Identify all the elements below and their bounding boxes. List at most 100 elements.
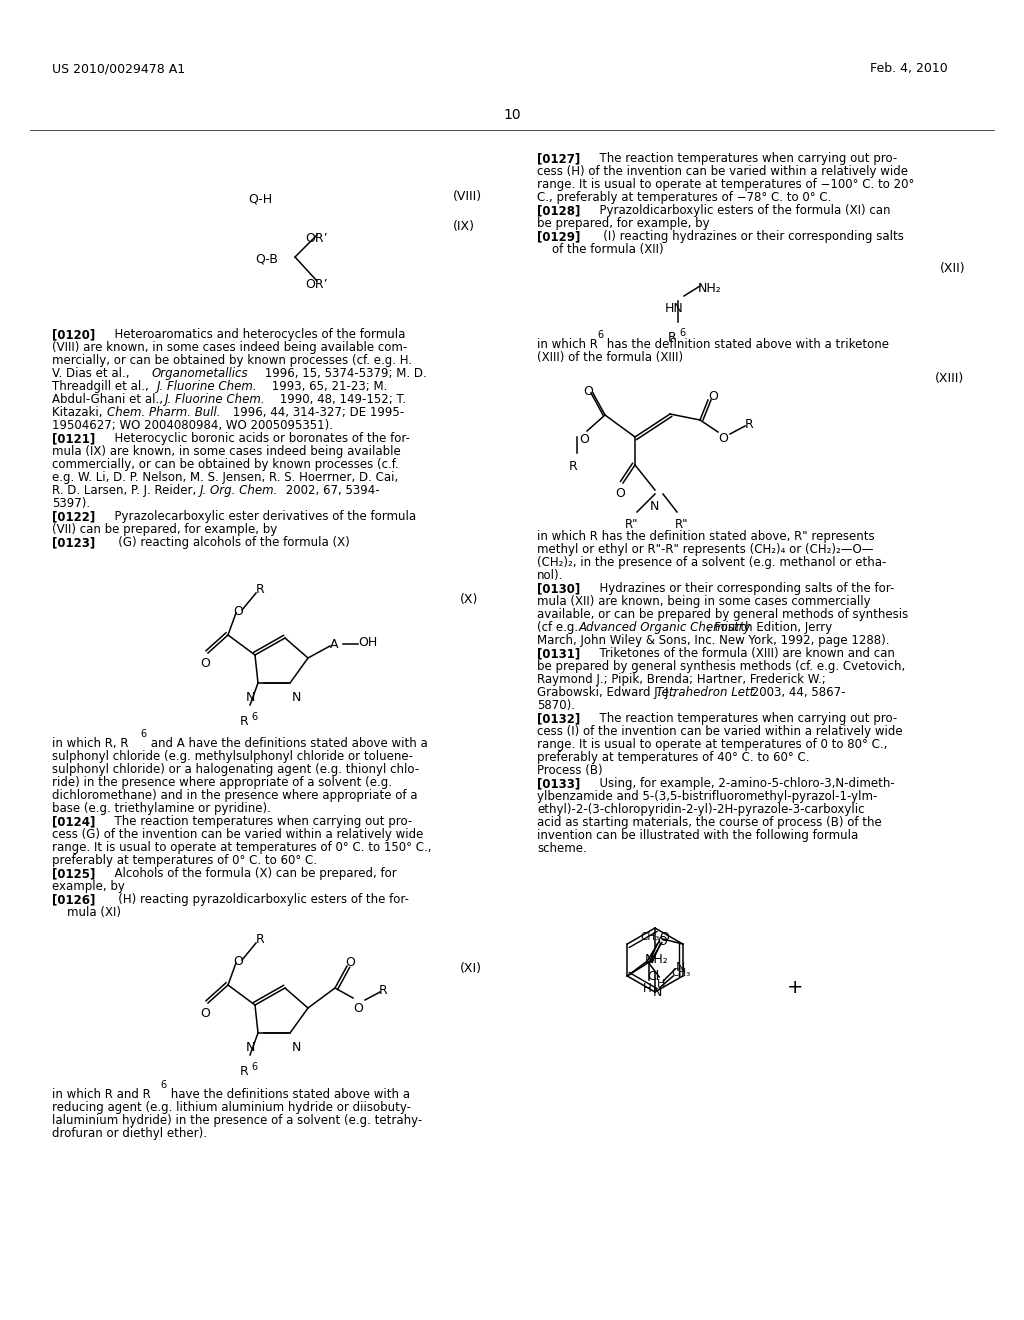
Text: range. It is usual to operate at temperatures of 0° C. to 150° C.,: range. It is usual to operate at tempera… [52, 841, 431, 854]
Text: cess (I) of the invention can be varied within a relatively wide: cess (I) of the invention can be varied … [537, 725, 902, 738]
Text: 2002, 67, 5394-: 2002, 67, 5394- [282, 484, 380, 498]
Text: invention can be illustrated with the following formula: invention can be illustrated with the fo… [537, 829, 858, 842]
Text: in which R and R: in which R and R [52, 1088, 151, 1101]
Text: [0125]: [0125] [52, 867, 95, 880]
Text: Feb. 4, 2010: Feb. 4, 2010 [870, 62, 948, 75]
Text: Threadgill et al.,: Threadgill et al., [52, 380, 153, 393]
Text: example, by: example, by [52, 880, 125, 894]
Text: (XI): (XI) [460, 962, 482, 975]
Text: range. It is usual to operate at temperatures of 0 to 80° C.,: range. It is usual to operate at tempera… [537, 738, 888, 751]
Text: Organometallics: Organometallics [152, 367, 249, 380]
Text: Tetrahedron Lett.: Tetrahedron Lett. [656, 686, 758, 700]
Text: O: O [615, 487, 625, 500]
Text: 2003, 44, 5867-: 2003, 44, 5867- [748, 686, 846, 700]
Text: O: O [200, 657, 210, 671]
Text: Triketones of the formula (XIII) are known and can: Triketones of the formula (XIII) are kno… [592, 647, 895, 660]
Text: base (e.g. triethylamine or pyridine).: base (e.g. triethylamine or pyridine). [52, 803, 271, 814]
Text: (CH₂)₂, in the presence of a solvent (e.g. methanol or etha-: (CH₂)₂, in the presence of a solvent (e.… [537, 556, 887, 569]
Text: O: O [579, 433, 589, 446]
Text: [0130]: [0130] [537, 582, 581, 595]
Text: mula (XI): mula (XI) [67, 906, 121, 919]
Text: (H) reacting pyrazoldicarboxylic esters of the for-: (H) reacting pyrazoldicarboxylic esters … [106, 894, 409, 906]
Text: N: N [652, 986, 662, 999]
Text: be prepared, for example, by: be prepared, for example, by [537, 216, 710, 230]
Text: The reaction temperatures when carrying out pro-: The reaction temperatures when carrying … [592, 711, 897, 725]
Text: O: O [583, 385, 593, 399]
Text: R: R [256, 933, 265, 946]
Text: ride) in the presence where appropriate of a solvent (e.g.: ride) in the presence where appropriate … [52, 776, 392, 789]
Text: Chem. Pharm. Bull.: Chem. Pharm. Bull. [106, 407, 220, 418]
Text: mula (IX) are known, in some cases indeed being available: mula (IX) are known, in some cases indee… [52, 445, 400, 458]
Text: [0132]: [0132] [537, 711, 581, 725]
Text: N: N [292, 690, 301, 704]
Text: [0127]: [0127] [537, 152, 581, 165]
Text: (VIII) are known, in some cases indeed being available com-: (VIII) are known, in some cases indeed b… [52, 341, 408, 354]
Text: R": R" [675, 517, 688, 531]
Text: [0133]: [0133] [537, 777, 581, 789]
Text: [0122]: [0122] [52, 510, 95, 523]
Text: e.g. W. Li, D. P. Nelson, M. S. Jensen, R. S. Hoerrner, D. Cai,: e.g. W. Li, D. P. Nelson, M. S. Jensen, … [52, 471, 398, 484]
Text: (XIII) of the formula (XIII): (XIII) of the formula (XIII) [537, 351, 683, 364]
Text: 1993, 65, 21-23; M.: 1993, 65, 21-23; M. [268, 380, 387, 393]
Text: R": R" [625, 517, 639, 531]
Text: [0129]: [0129] [537, 230, 581, 243]
Text: R: R [745, 418, 754, 432]
Text: laluminium hydride) in the presence of a solvent (e.g. tetrahy-: laluminium hydride) in the presence of a… [52, 1114, 422, 1127]
Text: 1990, 48, 149-152; T.: 1990, 48, 149-152; T. [276, 393, 407, 407]
Text: R: R [256, 583, 265, 597]
Text: Using, for example, 2-amino-5-chloro-3,N-dimeth-: Using, for example, 2-amino-5-chloro-3,N… [592, 777, 895, 789]
Text: 10: 10 [503, 108, 521, 121]
Text: 1996, 15, 5374-5379; M. D.: 1996, 15, 5374-5379; M. D. [261, 367, 427, 380]
Text: N: N [292, 1041, 301, 1053]
Text: March, John Wiley & Sons, Inc. New York, 1992, page 1288).: March, John Wiley & Sons, Inc. New York,… [537, 634, 890, 647]
Text: OH: OH [358, 636, 377, 649]
Text: [0120]: [0120] [52, 327, 95, 341]
Text: R: R [240, 1065, 249, 1078]
Text: Heteroaromatics and heterocycles of the formula: Heteroaromatics and heterocycles of the … [106, 327, 406, 341]
Text: drofuran or diethyl ether).: drofuran or diethyl ether). [52, 1127, 207, 1140]
Text: sulphonyl chloride) or a halogenating agent (e.g. thionyl chlo-: sulphonyl chloride) or a halogenating ag… [52, 763, 419, 776]
Text: reducing agent (e.g. lithium aluminium hydride or diisobuty-: reducing agent (e.g. lithium aluminium h… [52, 1101, 411, 1114]
Text: Raymond J.; Pipik, Brenda; Hartner, Frederick W.;: Raymond J.; Pipik, Brenda; Hartner, Fred… [537, 673, 825, 686]
Text: CH₃: CH₃ [641, 932, 659, 942]
Text: 1996, 44, 314-327; DE 1995-: 1996, 44, 314-327; DE 1995- [229, 407, 404, 418]
Text: methyl or ethyl or R"-R" represents (CH₂)₄ or (CH₂)₂—O—: methyl or ethyl or R"-R" represents (CH₂… [537, 543, 873, 556]
Text: The reaction temperatures when carrying out pro-: The reaction temperatures when carrying … [592, 152, 897, 165]
Text: [0126]: [0126] [52, 894, 95, 906]
Text: nol).: nol). [537, 569, 563, 582]
Text: scheme.: scheme. [537, 842, 587, 855]
Text: H: H [657, 979, 666, 989]
Text: J. Org. Chem.: J. Org. Chem. [200, 484, 279, 498]
Text: preferably at temperatures of 40° C. to 60° C.: preferably at temperatures of 40° C. to … [537, 751, 810, 764]
Text: Advanced Organic Chemistry: Advanced Organic Chemistry [579, 620, 752, 634]
Text: Cl: Cl [647, 970, 659, 983]
Text: dichloromethane) and in the presence where appropriate of a: dichloromethane) and in the presence whe… [52, 789, 418, 803]
Text: range. It is usual to operate at temperatures of −100° C. to 20°: range. It is usual to operate at tempera… [537, 178, 914, 191]
Text: R: R [379, 983, 388, 997]
Text: N: N [650, 500, 659, 513]
Text: 5397).: 5397). [52, 498, 90, 510]
Text: has the definition stated above with a triketone: has the definition stated above with a t… [603, 338, 889, 351]
Text: US 2010/0029478 A1: US 2010/0029478 A1 [52, 62, 185, 75]
Text: Heterocyclic boronic acids or boronates of the for-: Heterocyclic boronic acids or boronates … [106, 432, 410, 445]
Text: 6: 6 [251, 711, 257, 722]
Text: O: O [659, 931, 669, 944]
Text: sulphonyl chloride (e.g. methylsulphonyl chloride or toluene-: sulphonyl chloride (e.g. methylsulphonyl… [52, 750, 413, 763]
Text: Hydrazines or their corresponding salts of the for-: Hydrazines or their corresponding salts … [592, 582, 894, 595]
Text: Pyrazoldicarboxylic esters of the formula (XI) can: Pyrazoldicarboxylic esters of the formul… [592, 205, 891, 216]
Text: O: O [708, 389, 718, 403]
Text: in which R: in which R [537, 338, 598, 351]
Text: (X): (X) [460, 593, 478, 606]
Text: 6: 6 [251, 1063, 257, 1072]
Text: Pyrazolecarboxylic ester derivatives of the formula: Pyrazolecarboxylic ester derivatives of … [106, 510, 416, 523]
Text: R: R [569, 459, 578, 473]
Text: N: N [675, 961, 685, 974]
Text: (G) reacting alcohols of the formula (X): (G) reacting alcohols of the formula (X) [106, 536, 350, 549]
Text: O: O [718, 432, 728, 445]
Text: mula (XII) are known, being in some cases commercially: mula (XII) are known, being in some case… [537, 595, 870, 609]
Text: N: N [246, 1041, 255, 1053]
Text: [0121]: [0121] [52, 432, 95, 445]
Text: O: O [200, 1007, 210, 1020]
Text: Process (B): Process (B) [537, 764, 603, 777]
Text: [0128]: [0128] [537, 205, 581, 216]
